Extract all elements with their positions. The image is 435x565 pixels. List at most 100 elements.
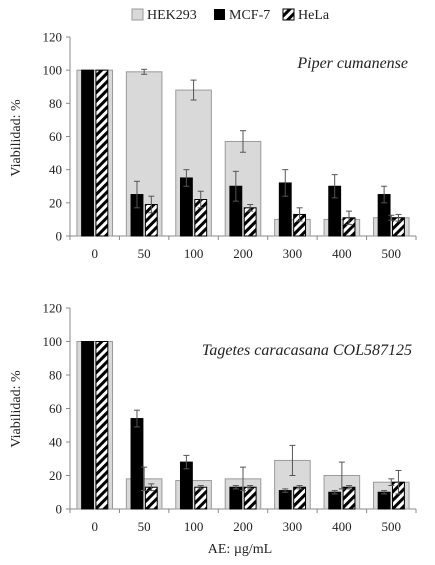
legend-item-hela: HeLa <box>282 8 330 23</box>
bar-hela <box>243 207 257 237</box>
error-bar-mcf7 <box>282 488 289 493</box>
chart-title: Piper cumanense <box>296 55 408 72</box>
y-tick-label: 0 <box>56 229 63 244</box>
y-tick-label: 20 <box>49 468 62 483</box>
legend-item-mcf7: MCF-7 <box>214 8 270 23</box>
legend-item-hek293: HEK293 <box>131 8 197 23</box>
y-axis-label: Viabilidad: % <box>9 370 24 448</box>
y-tick-label: 80 <box>49 368 62 383</box>
bar-hela <box>243 486 257 510</box>
bar-group <box>175 79 212 237</box>
bar-group <box>125 409 163 510</box>
error-bar-hela <box>395 469 402 495</box>
bar-mcf7 <box>328 491 342 510</box>
error-bar-mcf7 <box>331 490 338 495</box>
error-bar-hela <box>148 195 155 214</box>
error-bar-mcf7 <box>381 185 388 204</box>
x-tick-label: 100 <box>184 519 204 534</box>
bar-hela <box>194 486 208 510</box>
bar-hela <box>95 341 109 510</box>
bar-mcf7 <box>81 69 94 237</box>
error-bar-hek293 <box>141 68 148 75</box>
bar-mcf7 <box>81 341 94 510</box>
error-bar-mcf7 <box>183 169 190 187</box>
error-bar-hela <box>346 210 353 225</box>
error-bar-mcf7 <box>183 454 190 470</box>
error-bar-mcf7 <box>133 180 140 209</box>
legend-label-mcf7: MCF-7 <box>229 8 270 23</box>
error-bar-mcf7 <box>133 409 140 428</box>
bar-group <box>274 169 311 237</box>
x-tick-label: 400 <box>332 519 352 534</box>
x-tick-label: 500 <box>382 246 402 261</box>
x-tick-label: 50 <box>138 519 151 534</box>
x-tick-label: 200 <box>233 246 253 261</box>
error-bar-hela <box>395 213 402 222</box>
error-bar-hek293 <box>190 79 197 101</box>
legend-label-hela: HeLa <box>298 8 330 23</box>
y-tick-label: 100 <box>43 334 63 349</box>
y-tick-label: 120 <box>43 30 63 45</box>
bar-group <box>224 130 262 237</box>
x-axis-label: AE: µg/mL <box>208 542 272 557</box>
error-bar-mcf7 <box>232 170 239 202</box>
y-tick-label: 40 <box>49 162 62 177</box>
bar-hela <box>342 486 356 510</box>
bar-group <box>323 461 361 510</box>
error-bar-hela <box>247 485 254 490</box>
chart-title: Tagetes caracasana COL587125 <box>202 342 412 359</box>
error-bar-hela <box>197 190 204 209</box>
x-tick-label: 300 <box>283 519 303 534</box>
bar-group <box>175 454 212 510</box>
x-tick-label: 300 <box>283 246 303 261</box>
error-bar-mcf7 <box>331 174 338 199</box>
bar-group <box>372 469 410 510</box>
bar-group <box>323 174 361 237</box>
chart-piper-cumanense: Viabilidad: % Piper cumanense 0 20 40 60 80 1… <box>9 30 417 261</box>
y-tick-label: 0 <box>56 502 63 517</box>
error-bar-hela <box>296 485 303 490</box>
x-tick-label: 400 <box>332 246 352 261</box>
x-tick-label: 50 <box>138 246 151 261</box>
y-tick-label: 60 <box>49 401 62 416</box>
error-bar-hela <box>346 485 353 490</box>
y-tick-label: 40 <box>49 435 62 450</box>
x-tick-label: 500 <box>382 519 402 534</box>
y-tick-label: 80 <box>49 96 62 111</box>
bar-group <box>274 444 311 510</box>
bar-mcf7 <box>278 490 292 510</box>
bar-group <box>372 185 410 237</box>
legend-swatch-mcf7 <box>214 9 225 20</box>
legend-label-hek293: HEK293 <box>147 8 197 23</box>
error-bar-hek293 <box>240 466 246 492</box>
x-tick-label: 100 <box>184 246 204 261</box>
error-bar-hek293 <box>289 444 296 476</box>
legend-swatch-hela <box>282 8 295 21</box>
bar-mcf7 <box>130 418 144 510</box>
bar-mcf7 <box>229 486 243 510</box>
x-tick-label: 0 <box>91 519 98 534</box>
x-tick-label: 200 <box>233 519 253 534</box>
bar-hela <box>293 486 307 510</box>
y-axis-label: Viabilidad: % <box>9 99 24 177</box>
error-bar-hela <box>296 207 303 222</box>
bar-mcf7 <box>377 491 391 510</box>
bar-hela <box>95 69 109 237</box>
y-tick-label: 20 <box>49 195 62 210</box>
chart-tagetes-caracasana: Viabilidad: % Tagetes caracasana COL5871… <box>9 301 417 534</box>
y-tick-label: 100 <box>43 63 63 78</box>
bar-group <box>224 466 262 510</box>
error-bar-hek293 <box>240 130 246 153</box>
y-tick-label: 60 <box>49 129 62 144</box>
legend-swatch-hek293 <box>131 8 144 21</box>
bar-group <box>76 341 114 510</box>
error-bar-hek293 <box>388 478 395 487</box>
error-bar-hela <box>247 203 254 212</box>
legend: HEK293 MCF-7 HeLa <box>131 8 330 23</box>
y-tick-label: 120 <box>43 301 63 316</box>
error-bar-hek293 <box>388 214 395 221</box>
error-bar-hela <box>197 485 204 490</box>
error-bar-mcf7 <box>381 490 388 495</box>
x-tick-label: 0 <box>91 246 98 261</box>
